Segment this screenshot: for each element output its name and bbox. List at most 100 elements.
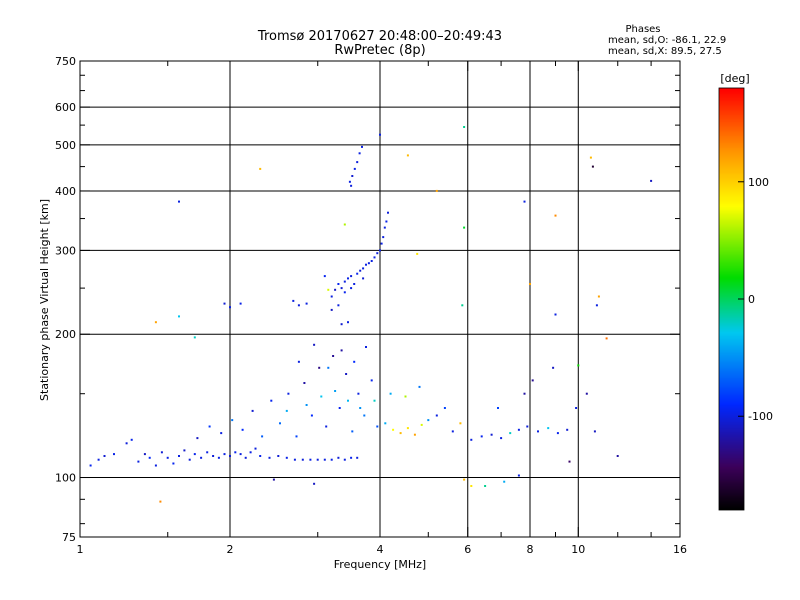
- colorbar-ticks: 100 0 -100: [738, 176, 773, 423]
- data-point: [159, 500, 162, 503]
- data-point: [178, 200, 180, 203]
- chart-title: Tromsø 20170627 20:48:00–20:49:43: [257, 29, 502, 44]
- data-point: [531, 379, 534, 382]
- y-tick-label: 400: [55, 185, 76, 198]
- data-point: [323, 275, 326, 278]
- data-point: [389, 392, 392, 395]
- data-point: [334, 390, 337, 392]
- data-point: [451, 430, 454, 433]
- data-point: [347, 399, 349, 402]
- y-tick-label: 500: [55, 139, 76, 152]
- data-point: [327, 288, 330, 291]
- colorbar: [deg] 100 0 -100: [718, 72, 773, 511]
- data-point: [345, 373, 348, 375]
- data-point: [340, 287, 343, 290]
- stats-header: Phases: [625, 24, 660, 35]
- data-point: [575, 407, 578, 409]
- data-point: [593, 430, 596, 433]
- y-tick-label: 600: [55, 101, 76, 114]
- data-point: [380, 242, 383, 245]
- data-point: [309, 458, 312, 461]
- x-axis-label: Frequency [MHz]: [334, 558, 426, 571]
- data-point: [399, 432, 402, 435]
- data-point: [313, 482, 316, 485]
- data-point: [358, 152, 361, 155]
- data-point: [212, 455, 215, 457]
- y-tick-label: 75: [62, 531, 76, 544]
- data-point: [166, 456, 169, 459]
- data-point: [350, 275, 353, 278]
- data-point: [382, 236, 385, 239]
- data-point: [353, 283, 356, 285]
- data-point: [285, 409, 288, 412]
- data-point: [343, 291, 346, 294]
- x-tick-label: 4: [377, 543, 384, 556]
- x-tick-label: 8: [527, 543, 534, 556]
- colorbar-label: [deg]: [720, 72, 749, 85]
- data-point: [526, 425, 529, 428]
- data-point: [384, 422, 387, 425]
- data-point: [404, 395, 407, 398]
- data-point: [188, 458, 191, 461]
- data-point: [370, 260, 373, 262]
- grid-lines: [80, 61, 680, 537]
- data-point: [217, 456, 220, 459]
- data-point: [373, 256, 376, 259]
- data-point: [566, 428, 569, 431]
- data-point: [427, 419, 430, 422]
- data-point: [229, 455, 231, 457]
- data-point: [351, 175, 354, 177]
- data-point: [406, 154, 409, 157]
- data-point: [113, 453, 115, 456]
- data-point: [223, 302, 226, 305]
- data-point: [503, 480, 506, 483]
- data-point: [337, 456, 340, 459]
- x-axis-ticks: 1 2 4 6 8 10 16: [77, 61, 687, 556]
- data-point: [470, 485, 473, 487]
- data-point: [223, 453, 226, 456]
- data-point: [178, 455, 180, 457]
- data-point: [251, 409, 254, 412]
- x-tick-label: 16: [673, 543, 687, 556]
- data-point: [356, 456, 359, 459]
- data-point: [350, 287, 353, 290]
- data-point: [297, 304, 300, 307]
- data-point: [605, 337, 608, 340]
- data-point: [420, 423, 423, 426]
- data-point: [359, 407, 362, 409]
- data-point: [416, 252, 419, 255]
- data-point: [327, 366, 330, 369]
- data-point: [249, 451, 252, 454]
- data-point: [125, 442, 128, 445]
- data-point: [413, 433, 416, 436]
- data-point: [347, 321, 349, 324]
- data-point: [277, 455, 280, 457]
- data-point: [347, 277, 349, 280]
- data-point: [387, 211, 389, 214]
- data-point: [239, 302, 242, 305]
- data-point: [353, 167, 356, 170]
- x-tick-label: 6: [464, 543, 471, 556]
- data-point: [556, 432, 559, 435]
- data-point: [337, 304, 340, 307]
- data-point: [330, 458, 333, 461]
- data-point: [435, 414, 438, 417]
- data-point: [334, 288, 337, 291]
- data-point: [154, 321, 157, 324]
- data-point: [323, 458, 326, 461]
- data-point: [365, 346, 367, 348]
- data-point: [234, 451, 237, 454]
- data-point: [318, 366, 321, 369]
- data-point: [490, 433, 493, 436]
- y-tick-label: 100: [55, 472, 76, 485]
- data-point: [292, 299, 295, 302]
- data-point: [392, 428, 395, 431]
- data-point: [376, 252, 379, 255]
- data-point: [270, 399, 273, 402]
- data-point: [206, 451, 209, 454]
- colorbar-tick-label: 0: [748, 293, 755, 306]
- data-point: [305, 404, 308, 406]
- data-points: [89, 126, 653, 503]
- data-point: [500, 437, 503, 440]
